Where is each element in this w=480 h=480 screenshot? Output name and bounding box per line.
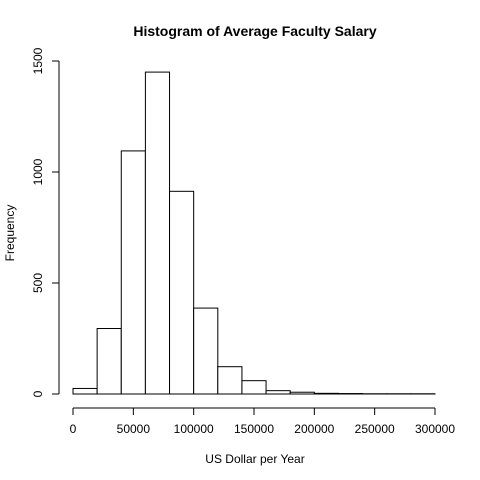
histogram-bar: [169, 190, 195, 395]
histogram-bar: [265, 390, 291, 395]
histogram-bar: [193, 307, 219, 395]
y-tick-label: 500: [31, 273, 45, 293]
histogram-bar: [241, 380, 267, 395]
histogram-bar: [313, 392, 339, 395]
y-axis-title: Frequency: [3, 205, 17, 262]
y-axis: 0 500 1000 1500: [31, 47, 60, 397]
y-tick-label: 0: [31, 390, 45, 397]
histogram-bar: [120, 150, 146, 395]
x-tick-label: 200000: [294, 422, 334, 436]
histogram-bar: [96, 328, 122, 395]
histogram-bar: [289, 391, 315, 395]
x-axis-title: US Dollar per Year: [205, 452, 304, 466]
y-tick-label: 1500: [31, 47, 45, 74]
bars-group: [72, 71, 436, 395]
x-tick-label: 100000: [174, 422, 214, 436]
x-tick-label: 0: [70, 422, 77, 436]
x-tick-label: 50000: [117, 422, 151, 436]
histogram-bar: [217, 366, 243, 395]
x-axis: 0 50000 100000 150000 200000 250000 300000: [70, 407, 455, 436]
histogram-bar: [144, 71, 171, 395]
x-tick-label: 300000: [415, 422, 455, 436]
histogram-bar: [72, 387, 98, 395]
x-tick-label: 150000: [234, 422, 274, 436]
y-tick-label: 1000: [31, 158, 45, 185]
x-tick-label: 250000: [355, 422, 395, 436]
chart-title: Histogram of Average Faculty Salary: [133, 23, 376, 39]
